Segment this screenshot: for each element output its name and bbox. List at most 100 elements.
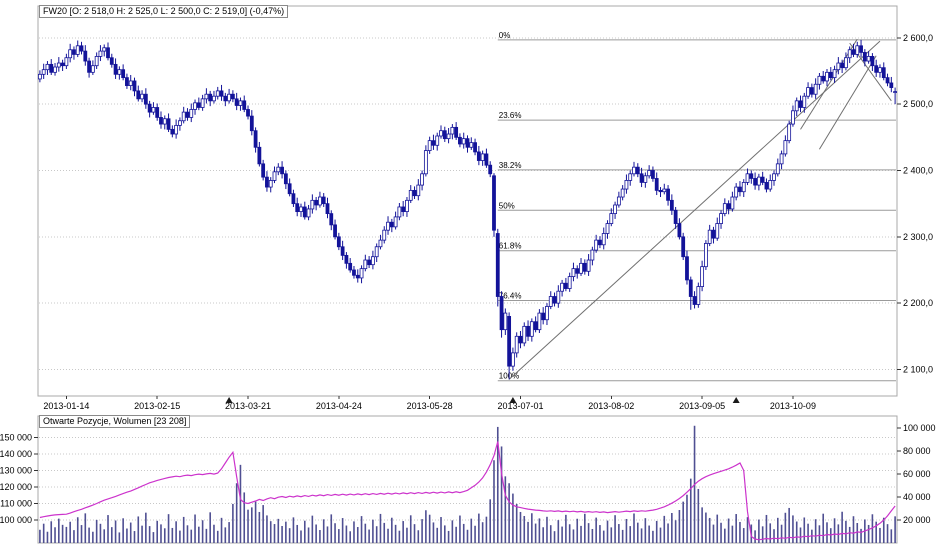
volume-bar [742, 528, 745, 543]
volume-bar [644, 518, 647, 543]
price-axis-label: 2 300,0 [903, 232, 933, 242]
volume-bar [58, 518, 60, 543]
candle-body [60, 62, 65, 67]
volume-bar [894, 516, 896, 543]
candle-body [791, 110, 795, 125]
volume-bar [724, 528, 726, 543]
date-label: 2013-01-14 [43, 401, 89, 411]
candle-body [647, 170, 652, 177]
candle-body [431, 140, 436, 146]
volume-bar [500, 446, 503, 543]
candle-body [798, 100, 803, 108]
volume-bar [769, 523, 772, 543]
candle-body [560, 282, 565, 292]
volume-bar [307, 527, 310, 543]
volume-bar [833, 518, 836, 543]
volume-bar [175, 521, 177, 543]
volume-bar [126, 528, 128, 543]
volume-bar [383, 522, 386, 543]
volume-bar [224, 527, 227, 543]
volume-axis-label: 80 000 [903, 446, 931, 456]
candle-body [722, 203, 727, 215]
volume-bar [701, 507, 703, 543]
volume-bar [746, 517, 749, 543]
volume-bar [69, 521, 71, 543]
volume-bar [254, 501, 257, 543]
candle-body [79, 45, 84, 52]
candle-body [41, 69, 46, 75]
volume-bar [553, 531, 556, 543]
volume-bar [269, 521, 272, 543]
candle-body [174, 124, 179, 135]
candle-body [548, 296, 553, 307]
volume-bar [527, 521, 529, 543]
volume-bar [288, 528, 291, 543]
volume-bar [496, 426, 499, 543]
volume-bar [618, 524, 620, 543]
candle-body [704, 243, 708, 268]
volume-bar [542, 527, 544, 543]
candle-body [314, 199, 319, 206]
candle-body [768, 180, 773, 190]
volume-bar [780, 524, 783, 543]
volume-bar [867, 524, 870, 543]
candle-body [480, 153, 485, 161]
volume-bar [761, 526, 764, 543]
volume-bar [315, 524, 317, 543]
volume-bar [39, 529, 41, 543]
candle-body [749, 173, 754, 179]
volume-bar [455, 526, 457, 543]
candle-body [806, 87, 810, 97]
volume-bar [436, 527, 439, 543]
volume-bar [807, 523, 809, 543]
candle-body [601, 233, 606, 246]
volume-bar [773, 529, 775, 543]
volume-bar [428, 514, 431, 543]
candle-body [68, 49, 73, 59]
candle-body [828, 71, 833, 79]
volume-bar [882, 517, 885, 543]
candle-body [533, 321, 538, 331]
candle-body [416, 184, 421, 197]
candle-body [204, 93, 209, 100]
candle-body [745, 173, 750, 183]
candle-body [662, 188, 667, 193]
candle-body [809, 87, 814, 95]
volume-bar [674, 520, 677, 543]
oi-axis-label: 120 000 [0, 482, 32, 492]
volume-bar [182, 516, 185, 543]
volume-bar [705, 512, 707, 543]
candle-body [412, 189, 417, 197]
volume-bar [784, 512, 787, 543]
candle-body [711, 229, 716, 239]
candle-body [355, 274, 360, 279]
candle-body [454, 126, 459, 138]
volume-bar [148, 526, 151, 543]
candle-body [359, 268, 364, 279]
candle-body [344, 254, 349, 264]
volume-bar [243, 492, 246, 543]
candle-body [753, 178, 757, 186]
candle-body [295, 203, 300, 213]
fib-label: 0% [499, 31, 511, 40]
volume-chart-area[interactable] [38, 416, 897, 543]
volume-bar [663, 515, 666, 543]
volume-bar [50, 521, 53, 543]
candle-body [609, 213, 614, 224]
candle-body [249, 115, 254, 132]
volume-bar [285, 521, 287, 543]
candle-body [813, 83, 818, 95]
volume-bar [160, 524, 162, 543]
candle-body [726, 203, 731, 210]
volume-bar [54, 527, 56, 543]
volume-bar [485, 516, 488, 543]
candle-body [261, 163, 266, 178]
volume-bar [334, 523, 336, 543]
candle-body [783, 140, 788, 155]
volume-bar [735, 514, 737, 543]
candle-body [620, 188, 625, 198]
candle-body [666, 188, 670, 201]
price-chart-area[interactable] [38, 6, 897, 396]
candle-body [223, 95, 228, 102]
